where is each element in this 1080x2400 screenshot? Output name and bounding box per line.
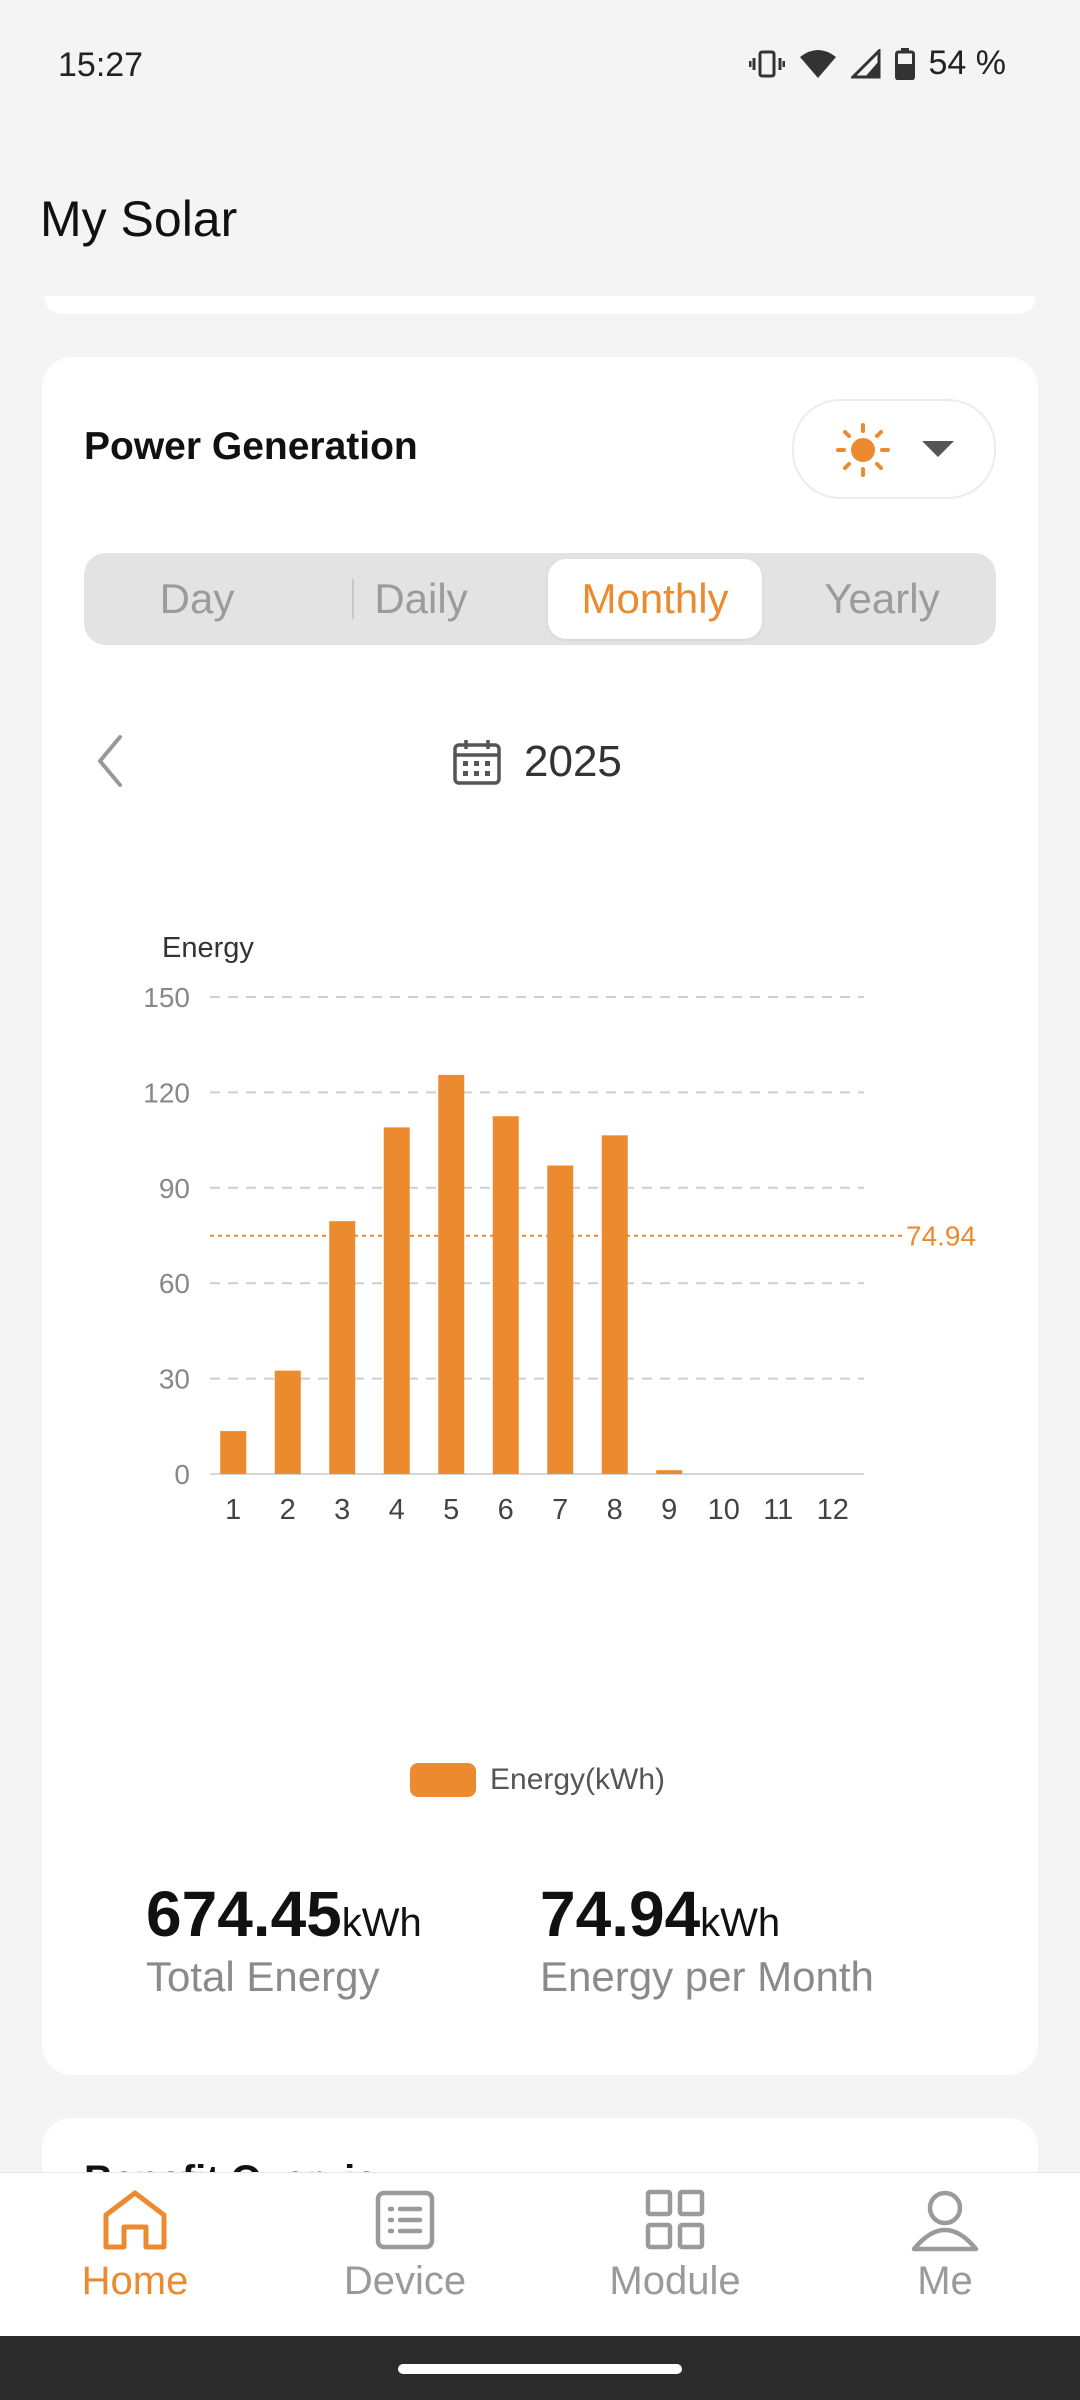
chart-x-labels: 1 2 3 4 5 6 7 8 9 10 11 12 <box>225 1494 849 1526</box>
chart-bars <box>220 1074 683 1474</box>
power-generation-card: Power Generation Day Daily Monthly Yearl… <box>42 357 1038 2075</box>
module-grid-icon <box>645 2189 705 2250</box>
tab-divider <box>352 579 354 619</box>
bottom-navigation: Home Device Module Me <box>0 2172 1080 2337</box>
energy-per-month-unit: kWh <box>700 1901 781 1945</box>
bar-month-8[interactable] <box>601 1135 628 1474</box>
chart-reference-line: 74.94 <box>210 1221 976 1252</box>
bar-month-9[interactable] <box>656 1470 683 1474</box>
signal-icon <box>850 48 880 78</box>
calendar-icon <box>453 740 501 785</box>
x-tick-label: 5 <box>443 1494 459 1526</box>
home-icon <box>103 2190 167 2250</box>
x-tick-label: 10 <box>708 1494 740 1526</box>
nav-me-label: Me <box>917 2259 973 2303</box>
x-tick-label: 12 <box>817 1494 849 1526</box>
x-tick-label: 4 <box>389 1494 405 1526</box>
bar-month-7[interactable] <box>547 1165 574 1474</box>
bar-month-4[interactable] <box>383 1127 410 1474</box>
chart-y-axis-label: Energy <box>162 932 254 964</box>
y-tick-label: 90 <box>159 1173 190 1204</box>
legend-swatch <box>410 1763 476 1797</box>
period-tabs: Day Daily Monthly Yearly <box>84 553 996 645</box>
page-title: My Solar <box>40 191 238 247</box>
battery-percent: 54 % <box>928 44 1007 82</box>
y-tick-label: 0 <box>174 1459 190 1490</box>
system-navigation-bar <box>0 2336 1080 2400</box>
x-tick-label: 1 <box>225 1494 241 1526</box>
total-energy-label: Total Energy <box>146 1953 380 2000</box>
weather-dropdown[interactable] <box>792 399 996 499</box>
sun-icon <box>836 423 890 477</box>
year-picker[interactable]: 2025 <box>452 737 622 787</box>
nav-device-label: Device <box>343 2259 467 2303</box>
x-tick-label: 9 <box>661 1494 677 1526</box>
x-tick-label: 11 <box>763 1494 793 1526</box>
device-list-icon <box>375 2190 435 2250</box>
bar-month-6[interactable] <box>492 1116 519 1474</box>
person-icon <box>911 2190 979 2252</box>
previous-card-edge <box>44 296 1036 314</box>
x-tick-label: 8 <box>607 1494 623 1526</box>
tab-day[interactable]: Day <box>159 575 235 622</box>
y-tick-label: 120 <box>143 1077 190 1108</box>
x-tick-label: 7 <box>552 1494 568 1526</box>
nav-home[interactable]: Home <box>35 2187 235 2304</box>
status-icons: 54 % <box>748 44 1007 83</box>
bar-month-1[interactable] <box>220 1431 247 1474</box>
nav-home-label: Home <box>81 2259 189 2303</box>
selected-year: 2025 <box>524 737 622 786</box>
y-tick-label: 60 <box>159 1268 190 1299</box>
tab-yearly[interactable]: Yearly <box>824 575 940 622</box>
bar-month-5[interactable] <box>438 1074 465 1474</box>
energy-per-month-stat: 74.94kWh Energy per Month <box>540 1877 874 2001</box>
bar-month-3[interactable] <box>329 1221 356 1474</box>
status-bar: 15:27 54 % <box>0 0 1080 130</box>
energy-per-month-value: 74.94 <box>540 1878 701 1950</box>
home-indicator[interactable] <box>398 2364 682 2374</box>
total-energy-stat: 674.45kWh Total Energy <box>146 1877 422 2001</box>
legend-label: Energy(kWh) <box>490 1763 666 1796</box>
nav-module-label: Module <box>609 2259 741 2303</box>
nav-device[interactable]: Device <box>305 2187 505 2304</box>
status-time: 15:27 <box>58 46 144 84</box>
x-tick-label: 6 <box>498 1494 514 1526</box>
chevron-down-icon <box>922 441 954 457</box>
battery-icon <box>894 47 915 80</box>
chart-legend: Energy(kWh) <box>410 1763 665 1797</box>
card-title: Power Generation <box>84 425 418 468</box>
tab-daily[interactable]: Daily <box>374 575 468 622</box>
nav-module[interactable]: Module <box>575 2187 775 2304</box>
x-tick-label: 2 <box>280 1494 296 1526</box>
x-tick-label: 3 <box>334 1494 350 1526</box>
energy-per-month-label: Energy per Month <box>540 1953 874 2000</box>
nav-me[interactable]: Me <box>845 2187 1045 2304</box>
average-line-label: 74.94 <box>906 1221 976 1252</box>
vibrate-icon <box>748 50 785 77</box>
previous-period-icon[interactable] <box>92 731 128 791</box>
tab-monthly[interactable]: Monthly <box>548 559 762 639</box>
wifi-icon <box>799 49 836 78</box>
y-tick-label: 30 <box>159 1364 190 1395</box>
bar-month-2[interactable] <box>274 1370 301 1474</box>
chart-grid: 0 30 60 90 120 150 <box>143 982 864 1490</box>
y-tick-label: 150 <box>143 982 190 1013</box>
total-energy-value: 674.45 <box>146 1878 342 1950</box>
total-energy-unit: kWh <box>341 1901 422 1945</box>
